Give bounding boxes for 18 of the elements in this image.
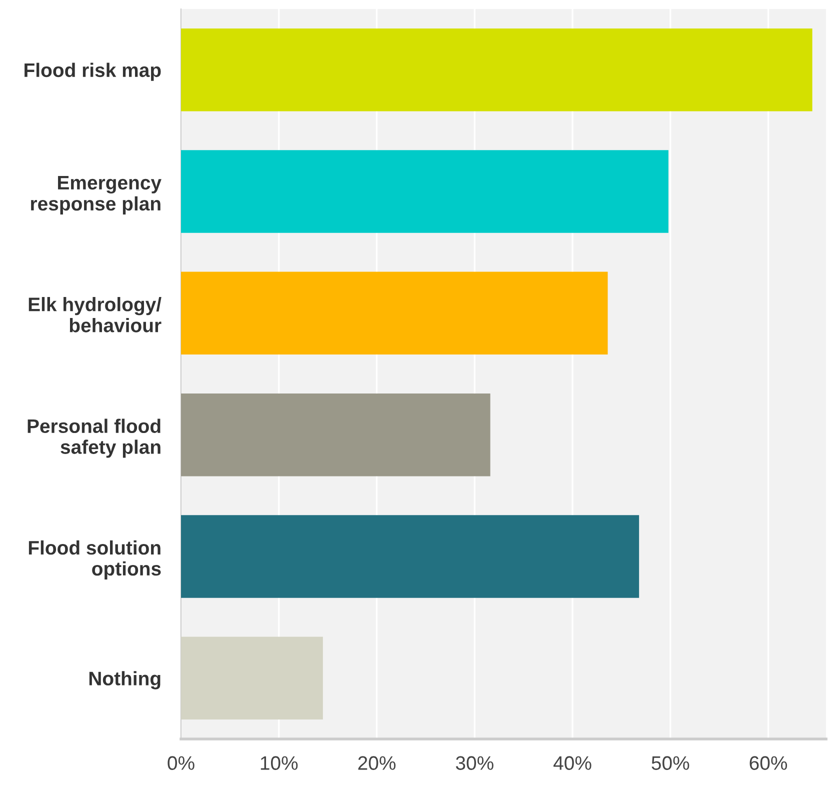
y-tick-label: Flood risk map (24, 62, 161, 81)
y-tick-label: Emergency response plan (31, 176, 162, 214)
x-tick-label: 0% (168, 756, 194, 770)
y-tick-label: Flood solution options (28, 540, 161, 580)
y-tick-label: Nothing (89, 671, 160, 690)
x-tick-label: 20% (358, 756, 396, 770)
y-tick-label: Personal flood safety plan (28, 418, 160, 458)
x-tick-label: 50% (652, 756, 690, 770)
x-tick-label: 40% (553, 756, 592, 770)
bar (181, 150, 668, 233)
bar (181, 272, 608, 355)
x-tick-label: 30% (456, 756, 494, 770)
x-tick-label: 10% (260, 756, 298, 770)
y-tick-label: Elk hydrology/ behaviour (28, 297, 162, 332)
bar (181, 393, 490, 476)
bar (181, 515, 640, 598)
bar (181, 28, 812, 112)
x-tick-label: 60% (750, 756, 788, 770)
